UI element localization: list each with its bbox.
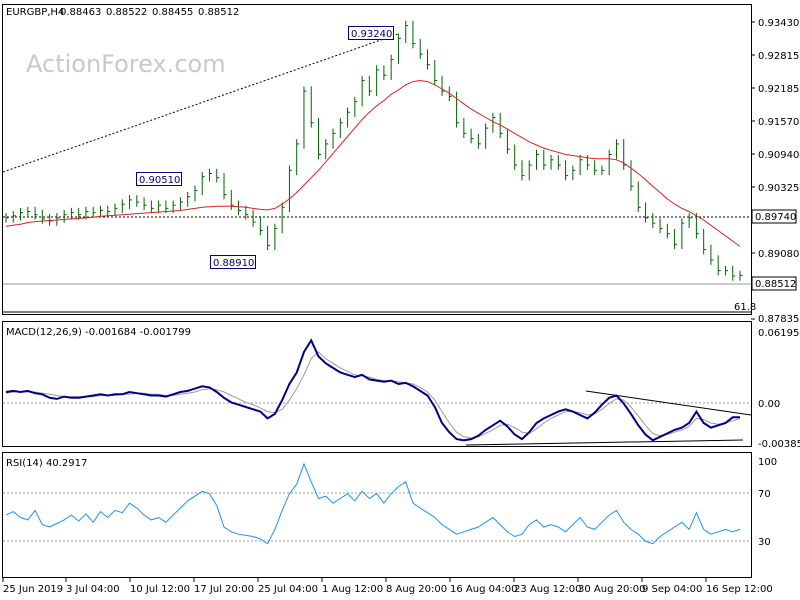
- macd-tick-label: 0.00: [758, 399, 780, 410]
- price-tick-label: 0.92185: [758, 84, 799, 95]
- ohlc-low: 0.88455: [152, 7, 193, 18]
- peak-label: 0.93240: [351, 29, 392, 40]
- price-tick-label: 0.89080: [758, 249, 799, 260]
- macd-line: [5, 338, 740, 442]
- macd-signal-line: [5, 351, 741, 439]
- level-tag: 0.89740: [755, 212, 796, 223]
- time-tick-label: 3 Jul 04:00: [66, 584, 120, 595]
- rsi-title: RSI(14) 40.2917: [6, 458, 87, 469]
- rsi-tick-label: 70: [758, 489, 771, 500]
- time-tick-label: 17 Jul 20:00: [194, 584, 254, 595]
- peak-box: [348, 26, 394, 40]
- price-tick-label: 0.92815: [758, 51, 799, 62]
- price-tick-label: 0.87835: [758, 314, 799, 325]
- swing-low-box: [210, 255, 256, 269]
- ohlc-high: 0.88522: [106, 7, 147, 18]
- time-tick-label: 9 Sep 04:00: [642, 584, 702, 595]
- rsi-axis: 100 70 30: [758, 457, 777, 548]
- moving-average-line: [5, 79, 741, 247]
- time-tick-label: 8 Aug 20:00: [386, 584, 447, 595]
- current-price-tag-box: [751, 276, 797, 291]
- time-tick-label: 23 Aug 12:00: [514, 584, 581, 595]
- current-price-tag: 0.88512: [755, 279, 796, 290]
- time-tick-label: 25 Jul 04:00: [258, 584, 318, 595]
- price-tick-label: 0.90325: [758, 183, 799, 194]
- rsi-tick-label: 30: [758, 537, 771, 548]
- watermark: ActionForex.com: [26, 50, 226, 78]
- macd-pane: [2, 321, 752, 447]
- price-bars: [5, 20, 743, 281]
- macd-title: MACD(12,26,9) -0.001684 -0.001799: [6, 327, 191, 338]
- rising-trendline: [2, 33, 399, 173]
- price-tick-label: 0.90940: [758, 150, 799, 161]
- time-tick-label: 25 Jun 2019: [3, 584, 63, 595]
- swing-low-label: 0.88910: [213, 258, 254, 269]
- macd-falling-trendline: [585, 390, 752, 416]
- time-tick-label: 1 Aug 12:00: [322, 584, 383, 595]
- ohlc-close: 0.88512: [198, 7, 239, 18]
- macd-support-line: [465, 439, 744, 446]
- price-tick-label: 0.91570: [758, 117, 799, 128]
- swing-high-box: [136, 172, 182, 186]
- time-axis: 25 Jun 2019 3 Jul 04:00 10 Jul 12:00 17 …: [2, 578, 773, 595]
- price-pane: [2, 4, 752, 315]
- ohlc-open: 0.88463: [60, 7, 101, 18]
- symbol-label: EURGBP,H4: [6, 7, 64, 18]
- macd-tick-label: 0.06195: [758, 328, 799, 339]
- time-tick-label: 16 Aug 04:00: [450, 584, 517, 595]
- swing-high-label: 0.90510: [139, 175, 180, 186]
- price-tick-label: 0.93430: [758, 18, 799, 29]
- rsi-line: [5, 462, 741, 545]
- time-tick-label: 30 Aug 20:00: [578, 584, 645, 595]
- fib-label: 61.8: [734, 302, 756, 313]
- rsi-tick-label: 100: [758, 457, 777, 468]
- time-tick-label: 16 Sep 12:00: [706, 584, 773, 595]
- level-tag-box: [751, 209, 797, 224]
- time-tick-label: 10 Jul 12:00: [130, 584, 190, 595]
- rsi-pane: [2, 452, 752, 578]
- price-axis: 0.93430 0.92815 0.92185 0.91570 0.90940 …: [751, 18, 799, 325]
